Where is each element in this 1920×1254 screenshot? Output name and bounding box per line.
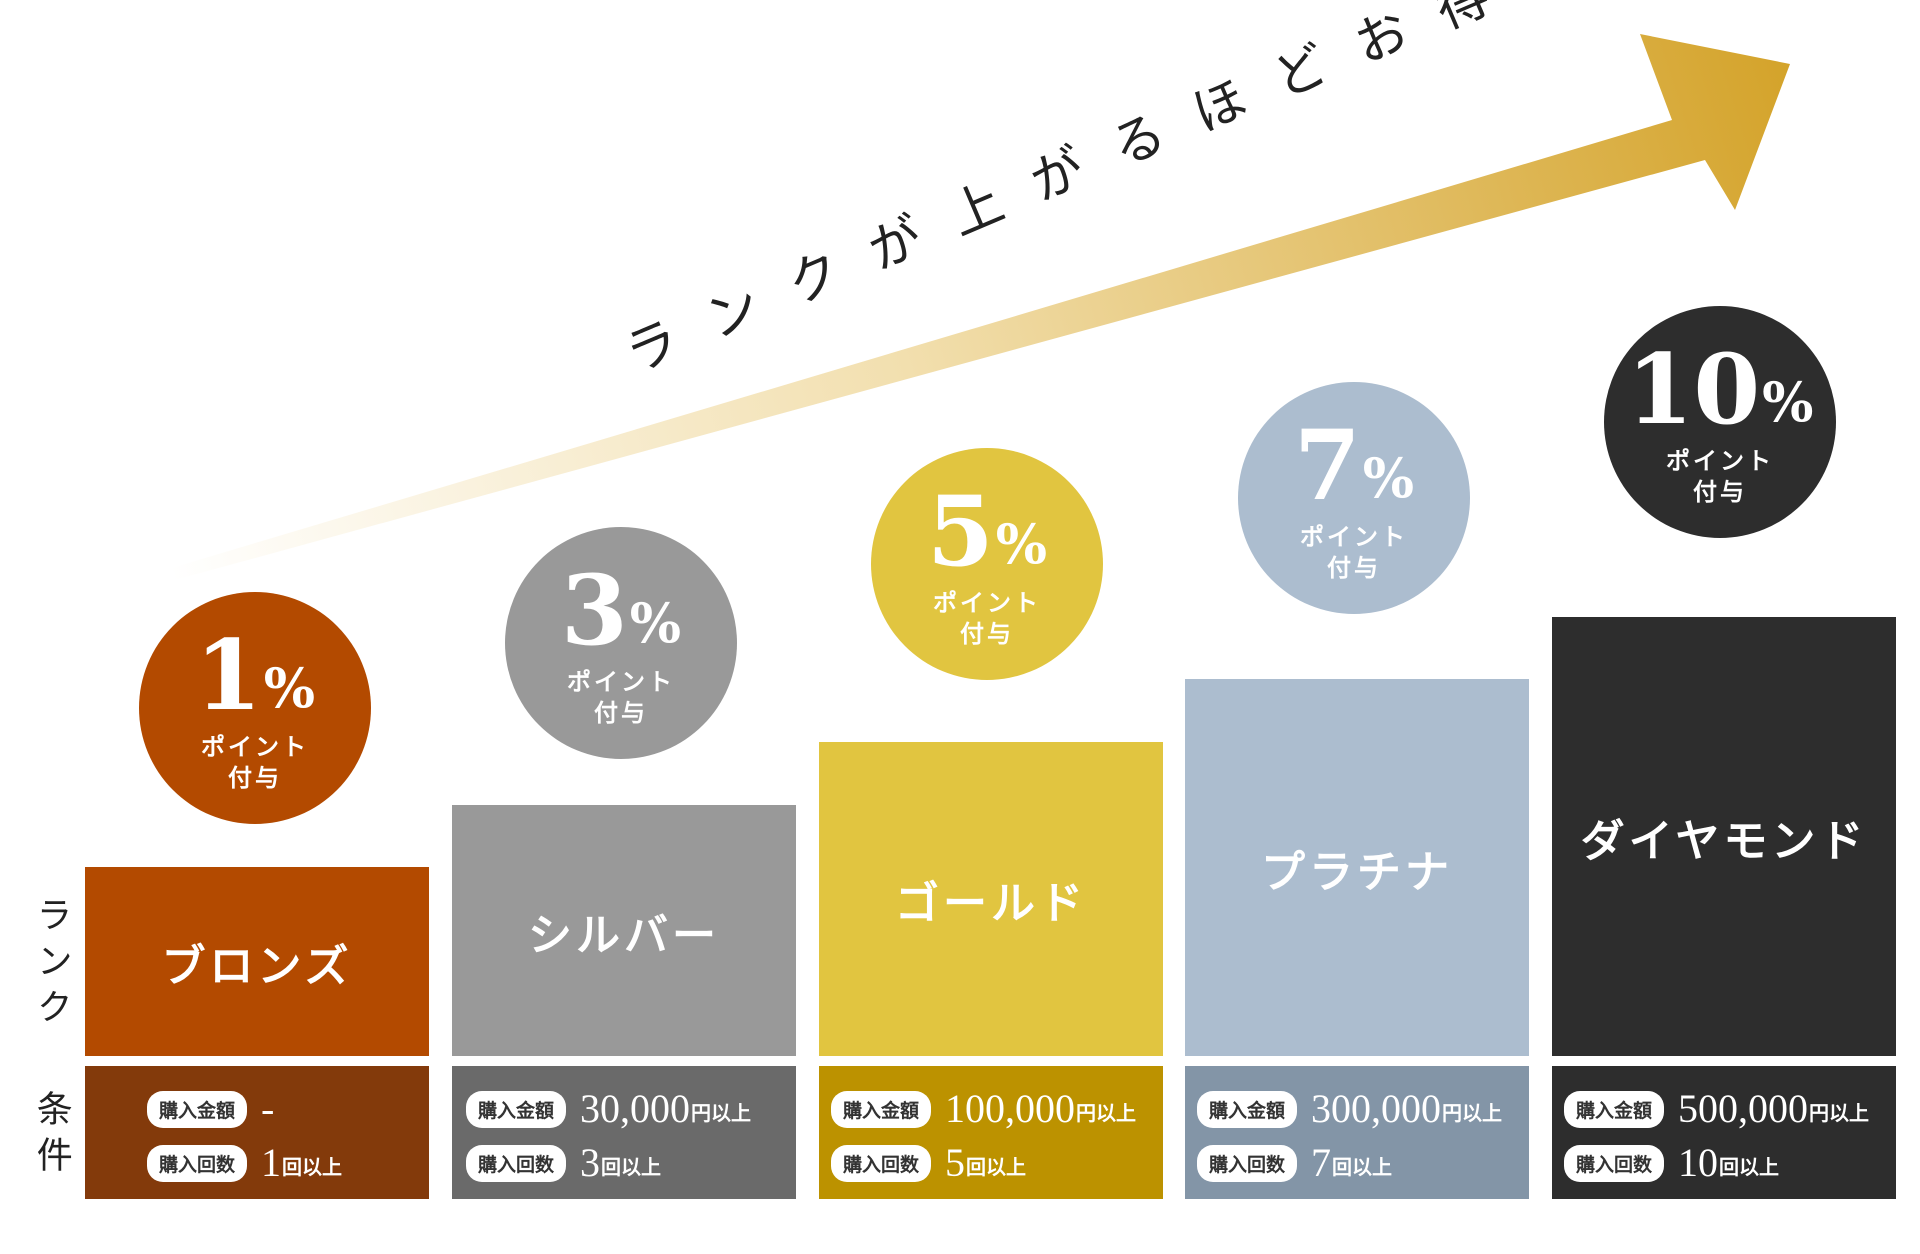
amount-label: 購入金額	[1197, 1090, 1298, 1128]
tier-diamond-circle: 10% ポイント 付与	[1604, 306, 1836, 538]
tier-silver-point-line1: ポイント	[567, 667, 675, 696]
tier-silver-amount-unit: 円以上	[691, 1101, 752, 1125]
tier-silver-percent: 3	[560, 553, 628, 667]
tier-platinum-percent: 7	[1293, 408, 1361, 522]
tier-diamond-point-line2: 付与	[1693, 477, 1747, 507]
tier-bronze-count: 1	[261, 1140, 282, 1185]
tier-gold-conditions: 購入金額 100,000 円以上 購入回数 5 回以上	[819, 1066, 1163, 1199]
tier-platinum-count-unit: 回以上	[1332, 1155, 1393, 1179]
tier-diamond-conditions: 購入金額 500,000 円以上 購入回数 10 回以上	[1552, 1066, 1896, 1199]
amount-label: 購入金額	[147, 1090, 248, 1128]
amount-label: 購入金額	[1564, 1090, 1665, 1128]
tier-diamond-percent-sign: %	[1762, 370, 1814, 435]
tier-diamond-point-line1: ポイント	[1666, 446, 1774, 475]
tier-bronze-percent-sign: %	[263, 656, 316, 721]
tier-silver-conditions: 購入金額 30,000 円以上 購入回数 3 回以上	[452, 1066, 796, 1199]
tier-gold-percent: 5	[926, 474, 994, 588]
side-label-condition-text: 条件	[30, 1090, 72, 1182]
tier-platinum-name: プラチナ	[1261, 846, 1453, 898]
count-label: 購入回数	[466, 1144, 567, 1182]
tier-bronze-circle: 1% ポイント 付与	[139, 592, 371, 824]
tier-silver-circle: 3% ポイント 付与	[505, 527, 737, 759]
count-label: 購入回数	[1197, 1144, 1298, 1182]
tier-bronze-conditions: 購入金額 - 購入回数 1 回以上	[85, 1066, 429, 1199]
tier-gold-bar: ゴールド	[819, 742, 1163, 1056]
tier-bronze-bar: ブロンズ	[85, 867, 429, 1056]
count-label: 購入回数	[831, 1144, 932, 1182]
tier-platinum-conditions: 購入金額 300,000 円以上 購入回数 7 回以上	[1185, 1066, 1529, 1199]
tier-silver-count: 3	[580, 1140, 601, 1185]
tier-silver-amount: 30,000	[580, 1086, 691, 1131]
count-label: 購入回数	[147, 1144, 248, 1182]
tier-platinum-bar: プラチナ	[1185, 679, 1529, 1056]
tier-silver-count-unit: 回以上	[601, 1155, 662, 1179]
tier-platinum-amount: 300,000	[1311, 1086, 1442, 1131]
tier-diamond-amount: 500,000	[1678, 1086, 1809, 1131]
tier-diamond-percent: 10	[1626, 332, 1761, 446]
tier-gold-name: ゴールド	[895, 878, 1087, 929]
tier-diamond-count: 10	[1678, 1140, 1719, 1185]
tier-platinum-percent-sign: %	[1362, 446, 1415, 511]
tier-gold-amount-unit: 円以上	[1076, 1101, 1137, 1125]
tier-gold-amount: 100,000	[945, 1086, 1076, 1131]
tier-platinum-circle: 7% ポイント 付与	[1238, 382, 1470, 614]
tier-silver-name: シルバー	[528, 909, 720, 961]
tier-gold-percent-sign: %	[995, 512, 1048, 577]
tier-gold-circle: 5% ポイント 付与	[871, 448, 1103, 680]
side-label-rank-text: ランク	[30, 896, 72, 1034]
tier-bronze-count-unit: 回以上	[282, 1155, 343, 1179]
tier-gold-point-line1: ポイント	[933, 588, 1041, 617]
tier-diamond-bar: ダイヤモンド	[1552, 617, 1896, 1056]
tier-bronze-name: ブロンズ	[161, 940, 353, 992]
tier-bronze-amount: -	[261, 1086, 275, 1131]
tier-bronze-point-line1: ポイント	[201, 732, 309, 761]
amount-label: 購入金額	[466, 1090, 567, 1128]
tier-bronze-point-line2: 付与	[228, 763, 282, 793]
side-label-condition: 条件	[28, 1090, 74, 1182]
tier-silver-percent-sign: %	[629, 591, 682, 656]
tier-diamond-name: ダイヤモンド	[1580, 815, 1868, 867]
tier-platinum-count: 7	[1311, 1140, 1332, 1185]
tier-silver-point-line2: 付与	[594, 698, 648, 728]
tier-platinum-point-line1: ポイント	[1300, 522, 1408, 551]
tier-silver-bar: シルバー	[452, 805, 796, 1056]
tier-gold-count-unit: 回以上	[966, 1155, 1027, 1179]
tier-platinum-amount-unit: 円以上	[1442, 1101, 1503, 1125]
amount-label: 購入金額	[831, 1090, 932, 1128]
tier-diamond-count-unit: 回以上	[1719, 1155, 1780, 1179]
tier-gold-count: 5	[945, 1140, 966, 1185]
tier-platinum-point-line2: 付与	[1327, 553, 1381, 583]
tier-gold-point-line2: 付与	[960, 619, 1014, 649]
tier-bronze-percent: 1	[194, 618, 262, 732]
tier-diamond-amount-unit: 円以上	[1809, 1101, 1870, 1125]
count-label: 購入回数	[1564, 1144, 1665, 1182]
side-label-rank: ランク	[28, 896, 74, 1034]
